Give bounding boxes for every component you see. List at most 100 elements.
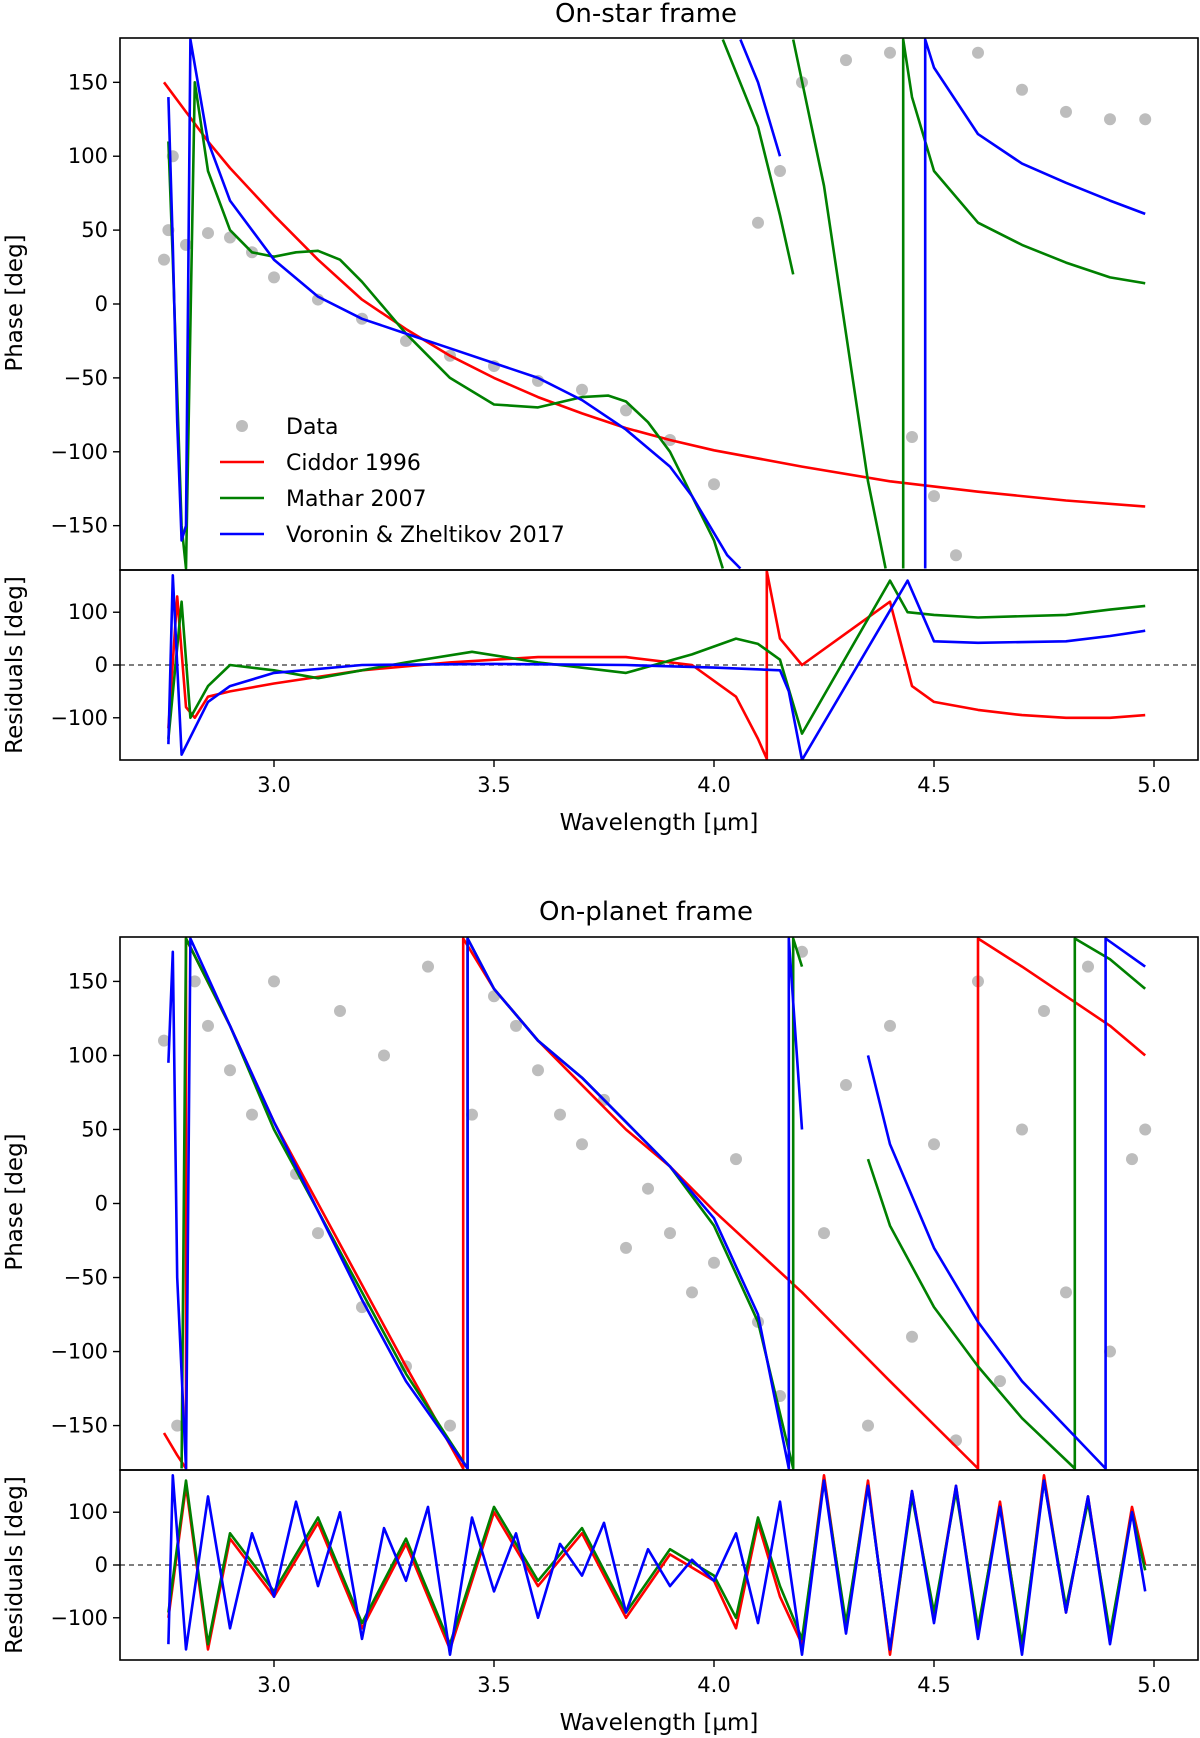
on-planet-phase-data-point	[268, 975, 280, 988]
on-star-residuals-xtick-label: 4.0	[697, 773, 730, 797]
on-planet-phase-data-point	[1016, 1123, 1028, 1136]
on-planet-phase-data-point	[994, 1375, 1006, 1388]
on-star-residuals-ytick-label: −100	[50, 706, 108, 730]
on-star-residuals-xtick-label: 5.0	[1137, 773, 1170, 797]
on-star-phase-ytick-label: 150	[68, 70, 108, 94]
on-planet-residuals-ticks: 100 0 −100 3.0 3.5 4.0 4.5 5.0	[50, 1500, 1170, 1697]
on-planet-phase-ytick-label: 0	[95, 1192, 108, 1216]
on-star-phase-ylabel: Phase [deg]	[2, 234, 28, 371]
on-star-phase-ytick-label: −100	[50, 440, 108, 464]
on-planet-residuals-xtick-label: 5.0	[1137, 1673, 1170, 1697]
on-star-residuals-xtick-label: 3.0	[257, 773, 290, 797]
legend-data-label: Data	[286, 415, 339, 440]
on-planet-phase-data-point	[862, 1419, 874, 1432]
on-planet-phase-ylabel: Phase [deg]	[2, 1133, 28, 1270]
legend-mathar-label: Mathar 2007	[286, 487, 427, 512]
on-planet-phase-ytick-label: 100	[68, 1043, 108, 1067]
on-planet-phase-ytick-label: −150	[50, 1414, 108, 1438]
on-planet-phase-data-point	[664, 1227, 676, 1240]
on-planet-phase-panel: Phase [deg] 150 100 50 0 −50 −100 −150	[2, 936, 1199, 1471]
on-planet-phase-data-point	[1104, 1345, 1116, 1358]
on-planet-phase-data-point	[620, 1241, 632, 1254]
on-star-residuals-ticks: 100 0 −100 3.0 3.5 4.0 4.5 5.0	[50, 600, 1170, 797]
on-star-phase-data-point	[202, 227, 214, 240]
on-planet-phase-data-point	[422, 960, 434, 973]
on-star-phase-data-point	[1139, 113, 1152, 126]
on-star-residuals-ytick-label: 0	[95, 653, 108, 677]
on-planet-phase-data-point	[1139, 1123, 1152, 1136]
on-star-phase-data-point	[840, 54, 852, 67]
legend-voronin-label: Voronin & Zheltikov 2017	[286, 523, 565, 548]
on-star-phase-ytick-label: −150	[50, 514, 108, 538]
on-star-phase-data-point	[708, 478, 720, 491]
on-planet-residuals-xtick-label: 3.0	[257, 1673, 290, 1697]
on-planet-residuals-xtick-label: 3.5	[477, 1673, 510, 1697]
on-star-phase-data-point	[180, 238, 192, 251]
on-star-phase-data-point	[928, 490, 940, 503]
on-star-residuals-ciddor-1996-line	[167, 570, 1146, 760]
on-star-phase-ytick-label: 100	[68, 144, 108, 168]
on-planet-residuals-xtick-label: 4.5	[917, 1673, 950, 1697]
on-planet-residuals-marks	[120, 1474, 1198, 1656]
on-star-phase-data-point	[1104, 113, 1116, 126]
on-planet-phase-data-point	[246, 1108, 258, 1121]
on-star-phase-plot	[158, 38, 1152, 570]
on-planet-phase-data-point	[686, 1286, 698, 1299]
on-star-phase-yticks: 150 100 50 0 −50 −100 −150	[50, 70, 120, 538]
on-planet-title: On-planet frame	[539, 897, 753, 927]
on-planet-phase-data-point	[158, 1034, 170, 1047]
on-planet-phase-mathar-2007-line	[180, 937, 1147, 1470]
on-star-phase-data-point	[1060, 105, 1072, 118]
on-star-phase-ytick-label: 50	[81, 218, 108, 242]
on-star-phase-mathar-2007-line	[167, 38, 1146, 570]
on-planet-residuals-ytick-label: 100	[68, 1500, 108, 1524]
on-planet-phase-data-point	[950, 1434, 962, 1447]
on-planet-xlabel: Wavelength [μm]	[560, 1710, 759, 1736]
on-planet-residuals-voronin-zheltikov-2017-line	[167, 1474, 1147, 1656]
on-planet-phase-ytick-label: 150	[68, 969, 108, 993]
on-planet-phase-yticks: 150 100 50 0 −50 −100 −150	[50, 969, 120, 1438]
on-planet-phase-data-point	[1082, 960, 1094, 973]
on-star-residuals-marks	[120, 570, 1198, 760]
on-star-residuals-xtick-label: 3.5	[477, 773, 510, 797]
legend-ciddor-label: Ciddor 1996	[286, 451, 421, 476]
on-star-phase-data-point	[950, 549, 962, 562]
on-star-phase-ytick-label: −50	[64, 366, 108, 390]
legend: Data Ciddor 1996 Mathar 2007 Voronin & Z…	[220, 415, 565, 548]
on-star-phase-data-point	[268, 271, 280, 284]
on-star-title: On-star frame	[555, 0, 737, 29]
on-star-phase-frame	[119, 37, 1199, 571]
on-planet-phase-data-point	[444, 1419, 456, 1432]
on-planet-phase-data-point	[642, 1182, 654, 1195]
on-star-phase-data-point	[906, 431, 918, 443]
on-planet-phase-voronin-zheltikov-2017-line	[167, 937, 1146, 1470]
on-star-phase-ytick-label: 0	[95, 292, 108, 316]
on-planet-phase-data-point	[1126, 1153, 1138, 1166]
on-star-phase-ciddor-1996-line	[162, 81, 1146, 508]
on-planet-phase-data-point	[906, 1330, 918, 1343]
on-planet-phase-data-point	[188, 975, 201, 988]
on-planet-residuals-frame	[119, 1469, 1199, 1661]
on-planet-phase-data-point	[1060, 1286, 1072, 1299]
on-star-phase-data-point	[972, 46, 984, 59]
on-planet-phase-ytick-label: −100	[50, 1340, 108, 1364]
on-planet-phase-data-point	[532, 1064, 544, 1077]
on-star-phase-data-point	[158, 253, 170, 266]
on-planet-residuals-ylabel: Residuals [deg]	[2, 1476, 28, 1654]
on-star-phase-data-point	[774, 165, 786, 177]
on-star-residuals-xtick-label: 4.5	[917, 773, 950, 797]
on-planet-phase-data-point	[1038, 1005, 1050, 1018]
on-star-residuals-mathar-2007-line	[167, 579, 1146, 740]
on-planet-phase-data-point	[730, 1153, 742, 1166]
on-planet-phase-data-point	[928, 1138, 940, 1151]
on-star-phase-data-point	[884, 46, 896, 59]
on-planet-phase-data-point	[312, 1227, 324, 1240]
on-star-residuals-plot	[120, 570, 1198, 760]
on-star-residuals-frame	[119, 569, 1199, 761]
on-planet-phase-data-point	[378, 1049, 390, 1062]
on-planet-residuals-xtick-label: 4.0	[697, 1673, 730, 1697]
on-star-phase-marks	[158, 38, 1152, 570]
